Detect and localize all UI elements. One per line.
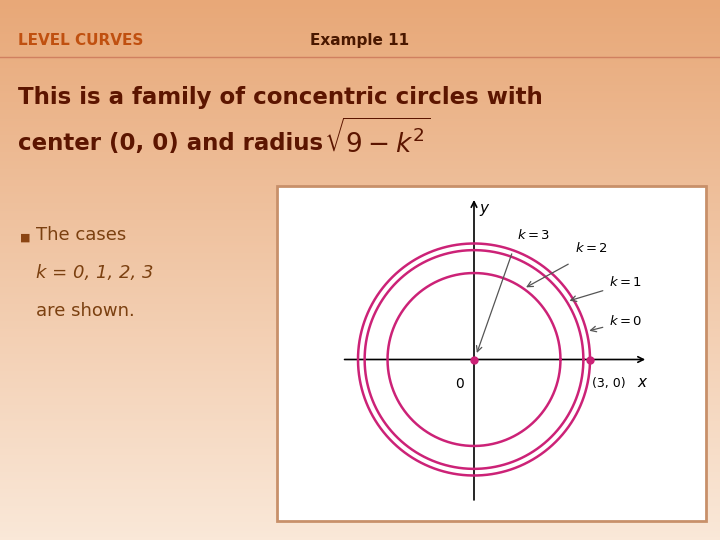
Text: (3, 0): (3, 0): [592, 377, 626, 390]
Text: x: x: [637, 375, 646, 390]
Text: $k = 2$: $k = 2$: [575, 241, 608, 255]
Text: $\sqrt{9-k^2}$: $\sqrt{9-k^2}$: [324, 120, 430, 159]
Text: $k = 3$: $k = 3$: [516, 227, 550, 241]
Text: The cases: The cases: [36, 226, 126, 244]
Text: $k = 1$: $k = 1$: [609, 275, 642, 289]
Text: Example 11: Example 11: [310, 33, 410, 48]
Text: center (0, 0) and radius: center (0, 0) and radius: [18, 132, 331, 154]
Text: y: y: [480, 201, 489, 216]
Text: 0: 0: [456, 377, 464, 391]
Text: $k = 0$: $k = 0$: [609, 314, 643, 328]
Text: k = 0, 1, 2, 3: k = 0, 1, 2, 3: [36, 264, 153, 282]
Text: are shown.: are shown.: [36, 301, 135, 320]
Text: This is a family of concentric circles with: This is a family of concentric circles w…: [18, 86, 543, 109]
Text: LEVEL CURVES: LEVEL CURVES: [18, 33, 143, 48]
Text: ■: ■: [20, 233, 31, 242]
